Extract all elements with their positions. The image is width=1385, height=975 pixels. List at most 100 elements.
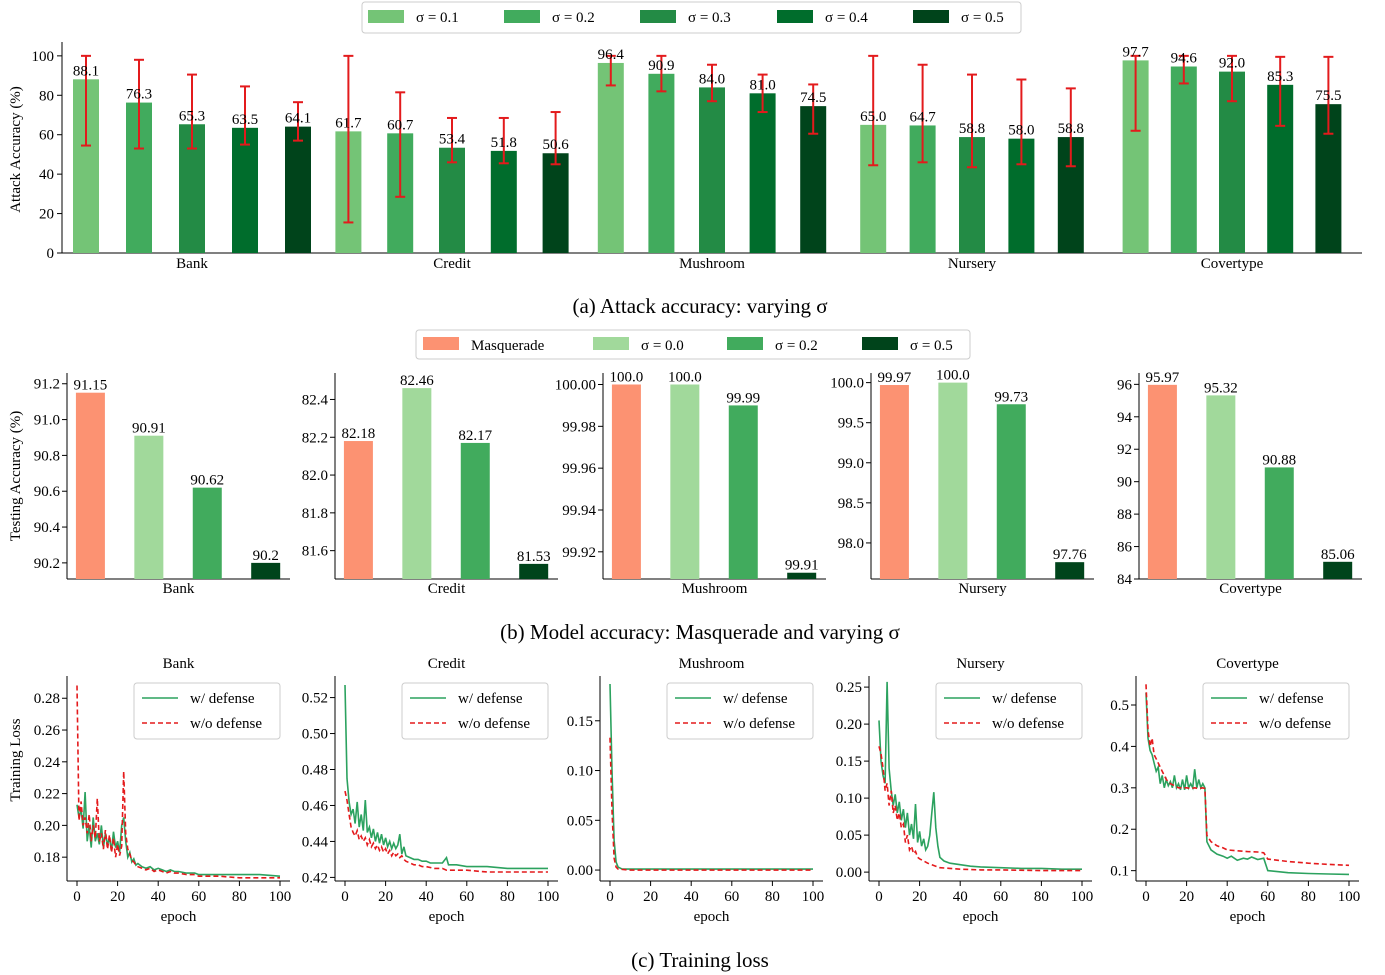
data-label: 82.17 [458,428,492,444]
y-tick-label: 100.0 [830,376,864,392]
x-axis-label: epoch [694,909,730,925]
legend-swatch [593,337,629,350]
legend-swatch [777,10,813,23]
panel-title: Credit [428,656,466,672]
y-tick-label: 0.44 [302,834,329,850]
y-tick-label: 0.26 [34,723,61,739]
y-tick-label: 0.52 [302,691,328,707]
bar [1055,562,1085,579]
y-tick-label: 94 [1117,410,1133,426]
bar [134,435,164,579]
legend: w/ defense w/o defense [401,682,549,740]
bar [1206,395,1236,579]
y-tick-label: 0.28 [34,691,60,707]
line-without-defense [1145,684,1350,867]
x-tick-label: 60 [724,889,739,905]
y-tick-label: 100 [32,49,55,65]
y-tick-label: 80 [39,88,54,104]
y-tick-label: 98.0 [838,536,864,552]
x-tick-label: 60 [993,889,1008,905]
legend-label: w/o defense [992,716,1064,732]
bar [787,572,817,579]
y-tick-label: 0.18 [34,850,60,866]
data-label: 58.8 [1058,121,1084,137]
data-label: 75.5 [1315,88,1341,104]
data-label: 97.7 [1122,44,1149,60]
x-tick-label: Covertype [1219,581,1282,597]
data-label: 82.18 [342,426,376,442]
x-tick-label: 100 [269,889,292,905]
bar [343,441,373,579]
legend-swatch [504,10,540,23]
y-tick-label: 0.00 [567,863,593,879]
y-axis-label: Training Loss [8,718,24,801]
data-label: 90.2 [253,548,279,564]
panel-covertype: 0.1 0.2 0.3 0.4 0.5 0 20 40 60 80 100 epoch Covertyp… [1110,656,1360,925]
bar [232,127,258,253]
y-axis-label: Testing Accuracy (%) [8,411,24,542]
data-label: 99.73 [994,389,1028,405]
data-label: 60.7 [387,117,414,133]
x-tick-label: 40 [1220,889,1235,905]
y-tick-label: 99.94 [562,503,596,519]
legend-label: σ = 0.3 [688,10,731,26]
x-tick-label: 100 [537,889,560,905]
bar [728,405,758,579]
x-tick-label: 80 [232,889,247,905]
y-tick-label: 91.0 [34,413,60,429]
data-label: 58.0 [1008,123,1034,139]
legend-label: σ = 0.4 [825,10,868,26]
x-tick-label: 80 [1301,889,1316,905]
attack-accuracy-chart: 0 20 40 60 80 100 Attack Accuracy (%) 88.1 76.3 6… [8,1,1362,272]
data-label: 90.88 [1262,452,1296,468]
y-tick-label: 0.42 [302,870,328,886]
y-tick-label: 40 [39,167,54,183]
x-tick-label: Credit [433,256,471,272]
bar [938,382,968,579]
data-label: 85.3 [1267,69,1293,85]
y-tick-label: 84 [1117,572,1133,588]
data-label: 82.46 [400,373,434,389]
x-tick-label: 80 [1034,889,1049,905]
bar [1264,467,1294,579]
data-label: 63.5 [232,112,258,128]
legend: σ = 0.1 σ = 0.2 σ = 0.3 σ = 0.4 σ = 0.5 [361,1,1022,34]
legend-frame [401,682,549,740]
x-tick-label: 80 [500,889,515,905]
y-tick-label: 99.92 [562,545,596,561]
model-accuracy-chart: 90.2 90.4 90.6 90.8 91.0 91.2 91.15 90.91 90.62 9… [8,329,1362,597]
y-tick-label: 0.15 [836,754,862,770]
training-loss-chart: 0.180.200.220.240.260.280 20 40 60 80 100epoc… [8,656,1360,925]
data-label: 58.8 [959,121,985,137]
data-label: 97.76 [1053,547,1087,563]
y-tick-label: 0.4 [1110,739,1129,755]
data-label: 90.91 [132,421,166,437]
y-tick-label: 82.4 [302,392,329,408]
bar [648,73,675,253]
legend-label: Masquerade [471,338,545,354]
legend-swatch [727,337,763,350]
legend-label: σ = 0.2 [775,338,818,354]
bar [670,384,700,579]
x-tick-label: 20 [110,889,125,905]
y-tick-label: 60 [39,128,54,144]
bar [1170,66,1197,253]
panel-covertype: 84 86 88 90 92 94 96 95.97 95.32 90.88 85.06 Covert… [1117,370,1362,597]
y-tick-label: 0.20 [836,717,862,733]
legend: w/ defense w/o defense [1202,682,1350,740]
data-label: 81.0 [749,77,775,93]
legend: Masquerade σ = 0.0 σ = 0.2 σ = 0.5 [415,329,971,360]
legend-label: σ = 0.1 [416,10,459,26]
legend-label: w/ defense [190,691,255,707]
legend-frame [666,682,814,740]
legend-swatch [423,337,459,350]
y-tick-label: 90.4 [34,520,61,536]
y-axis-label: Attack Accuracy (%) [8,86,24,213]
data-label: 94.6 [1171,51,1198,67]
y-tick-label: 82.2 [302,430,328,446]
data-label: 92.0 [1219,56,1245,72]
data-label: 65.0 [860,109,886,125]
x-tick-label: 0 [1142,889,1150,905]
data-label: 61.7 [335,115,362,131]
y-tick-label: 0.05 [836,828,862,844]
